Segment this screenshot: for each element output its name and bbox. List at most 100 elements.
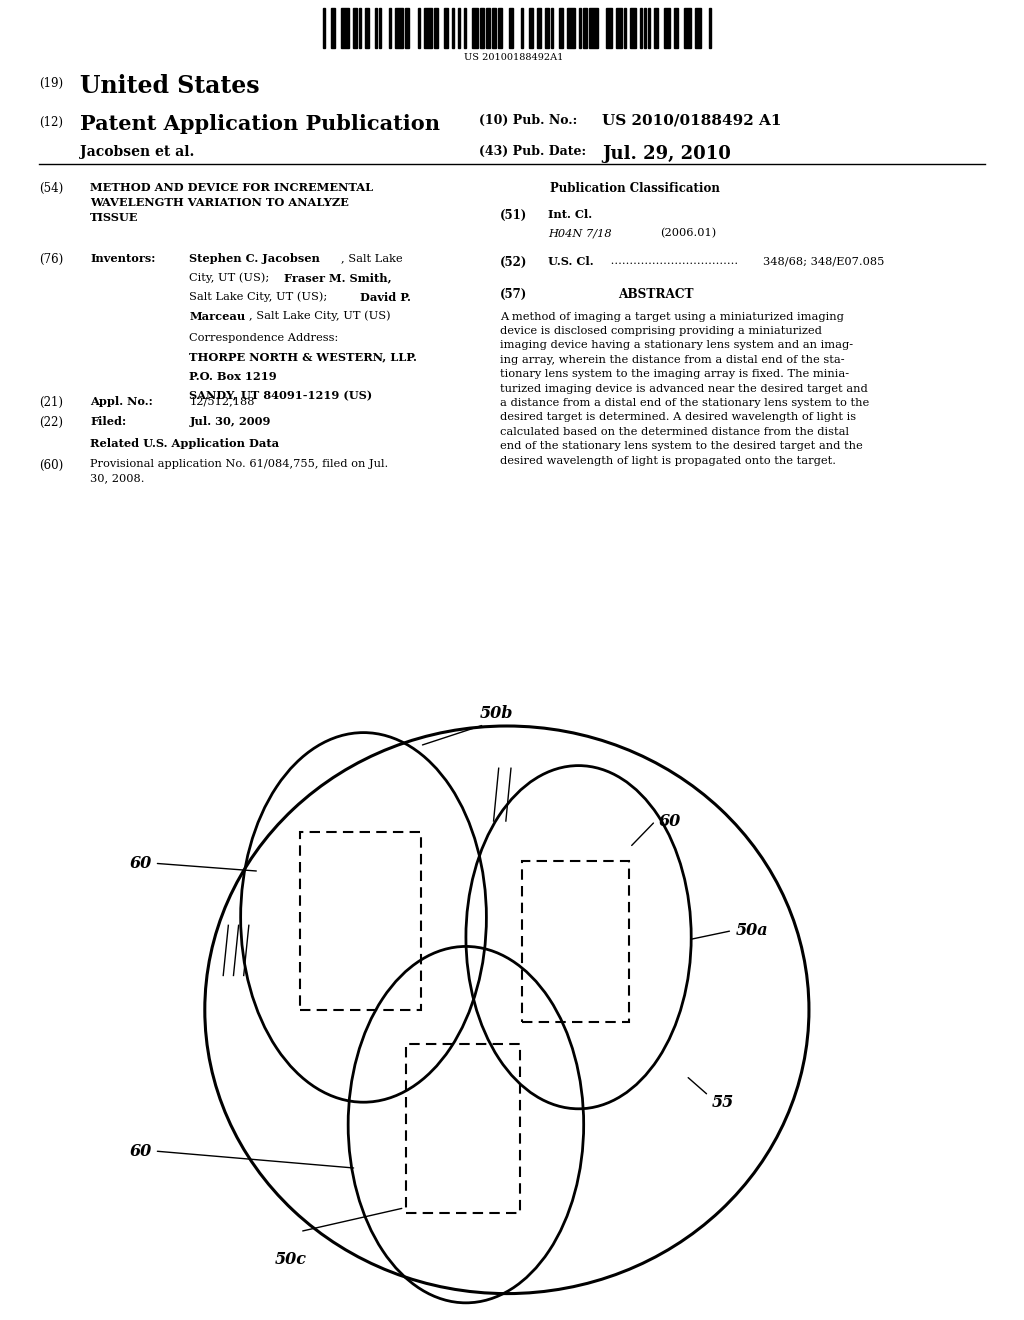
Bar xyxy=(493,8,497,48)
Text: United States: United States xyxy=(80,74,259,98)
Text: (2006.01): (2006.01) xyxy=(660,228,717,239)
Bar xyxy=(353,8,357,48)
Text: U.S. Cl.: U.S. Cl. xyxy=(548,256,594,267)
Bar xyxy=(567,8,575,48)
Text: Filed:: Filed: xyxy=(90,416,126,426)
Bar xyxy=(472,8,478,48)
Bar xyxy=(458,8,460,48)
Text: ABSTRACT: ABSTRACT xyxy=(617,288,693,301)
Bar xyxy=(300,833,421,1011)
Text: 12/512,188: 12/512,188 xyxy=(189,396,255,407)
Text: Related U.S. Application Data: Related U.S. Application Data xyxy=(90,438,280,449)
Bar xyxy=(675,8,678,48)
Text: 50a: 50a xyxy=(735,923,768,939)
Bar xyxy=(365,8,369,48)
Text: THORPE NORTH & WESTERN, LLP.: THORPE NORTH & WESTERN, LLP. xyxy=(189,351,418,363)
Bar xyxy=(331,8,335,48)
Bar xyxy=(486,8,490,48)
Text: (43) Pub. Date:: (43) Pub. Date: xyxy=(479,145,587,158)
Text: (19): (19) xyxy=(39,77,63,90)
Bar xyxy=(464,8,466,48)
Bar xyxy=(499,8,503,48)
Text: Inventors:: Inventors: xyxy=(90,253,156,264)
Text: David P.: David P. xyxy=(360,292,412,302)
Bar xyxy=(624,8,626,48)
Bar xyxy=(630,8,636,48)
Text: (12): (12) xyxy=(39,116,62,129)
Bar xyxy=(424,8,432,48)
Text: 60: 60 xyxy=(129,1143,152,1159)
Text: 55: 55 xyxy=(712,1094,734,1110)
Text: 60: 60 xyxy=(129,855,152,871)
Text: Jul. 30, 2009: Jul. 30, 2009 xyxy=(189,416,270,426)
Bar xyxy=(605,8,611,48)
Text: Salt Lake City, UT (US);: Salt Lake City, UT (US); xyxy=(189,292,332,302)
Text: (10) Pub. No.:: (10) Pub. No.: xyxy=(479,114,578,127)
Text: Stephen C. Jacobsen: Stephen C. Jacobsen xyxy=(189,253,321,264)
Bar xyxy=(584,8,588,48)
Text: 50c: 50c xyxy=(274,1251,306,1269)
Text: METHOD AND DEVICE FOR INCREMENTAL
WAVELENGTH VARIATION TO ANALYZE
TISSUE: METHOD AND DEVICE FOR INCREMENTAL WAVELE… xyxy=(90,182,373,223)
Bar xyxy=(341,8,349,48)
Bar xyxy=(520,8,522,48)
Bar xyxy=(418,8,420,48)
Text: Correspondence Address:: Correspondence Address: xyxy=(189,333,339,343)
Bar xyxy=(406,8,410,48)
Text: US 2010/0188492 A1: US 2010/0188492 A1 xyxy=(602,114,781,128)
Bar xyxy=(537,8,541,48)
Text: Publication Classification: Publication Classification xyxy=(550,182,720,195)
Text: City, UT (US);: City, UT (US); xyxy=(189,272,273,284)
Text: (52): (52) xyxy=(500,256,527,269)
Text: Jul. 29, 2010: Jul. 29, 2010 xyxy=(602,145,731,164)
Bar xyxy=(665,8,671,48)
Bar xyxy=(443,8,447,48)
Text: , Salt Lake City, UT (US): , Salt Lake City, UT (US) xyxy=(249,310,390,322)
Text: (51): (51) xyxy=(500,209,527,222)
Bar xyxy=(648,8,650,48)
Bar xyxy=(528,8,532,48)
Bar xyxy=(545,8,549,48)
Bar xyxy=(521,861,629,1022)
Bar xyxy=(395,8,403,48)
Text: P.O. Box 1219: P.O. Box 1219 xyxy=(189,371,278,381)
Text: ..................................: .................................. xyxy=(607,256,738,267)
Text: Patent Application Publication: Patent Application Publication xyxy=(80,114,440,133)
Bar xyxy=(375,8,377,48)
Bar xyxy=(654,8,658,48)
Bar xyxy=(551,8,553,48)
Bar xyxy=(580,8,582,48)
Bar xyxy=(709,8,711,48)
Bar xyxy=(590,8,598,48)
Text: A method of imaging a target using a miniaturized imaging
device is disclosed co: A method of imaging a target using a min… xyxy=(500,312,869,466)
Bar xyxy=(684,8,690,48)
Text: US 20100188492A1: US 20100188492A1 xyxy=(464,53,564,62)
Text: Int. Cl.: Int. Cl. xyxy=(548,209,592,219)
Text: Provisional application No. 61/084,755, filed on Jul.
30, 2008.: Provisional application No. 61/084,755, … xyxy=(90,459,388,483)
Text: Appl. No.:: Appl. No.: xyxy=(90,396,153,407)
Text: H04N 7/18: H04N 7/18 xyxy=(548,228,611,239)
Text: SANDY, UT 84091-1219 (US): SANDY, UT 84091-1219 (US) xyxy=(189,391,373,401)
Text: 50b: 50b xyxy=(479,705,513,722)
Bar xyxy=(559,8,563,48)
Bar xyxy=(644,8,646,48)
Bar xyxy=(640,8,642,48)
Bar xyxy=(509,8,513,48)
Text: 348/68; 348/E07.085: 348/68; 348/E07.085 xyxy=(763,256,885,267)
Bar xyxy=(615,8,622,48)
Text: (60): (60) xyxy=(39,459,63,473)
Bar xyxy=(406,1044,520,1213)
Text: Marceau: Marceau xyxy=(189,310,246,322)
Bar xyxy=(694,8,700,48)
Bar xyxy=(389,8,391,48)
Bar xyxy=(323,8,325,48)
Text: (54): (54) xyxy=(39,182,63,195)
Bar xyxy=(379,8,381,48)
Bar xyxy=(480,8,484,48)
Text: (21): (21) xyxy=(39,396,62,409)
Text: (57): (57) xyxy=(500,288,527,301)
Text: (76): (76) xyxy=(39,253,63,267)
Text: (22): (22) xyxy=(39,416,62,429)
Bar xyxy=(359,8,361,48)
Text: 60: 60 xyxy=(658,813,681,829)
Text: , Salt Lake: , Salt Lake xyxy=(341,253,402,264)
